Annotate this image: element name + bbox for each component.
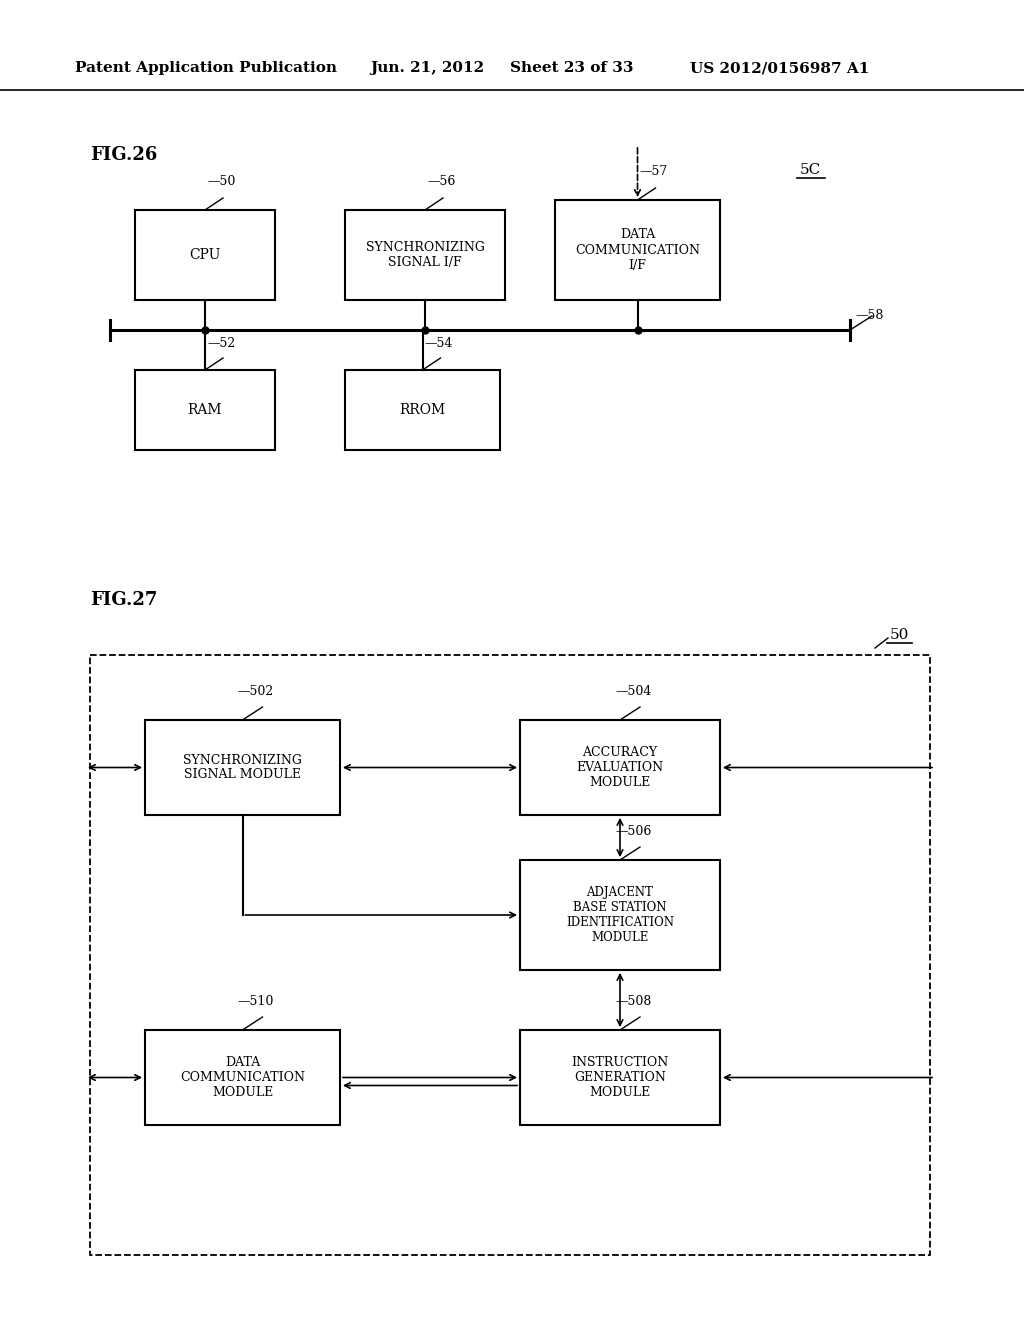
Text: —52: —52	[207, 337, 236, 350]
Text: —56: —56	[427, 176, 456, 187]
Text: —504: —504	[615, 685, 651, 698]
Text: FIG.27: FIG.27	[90, 591, 158, 609]
Text: SYNCHRONIZING
SIGNAL I/F: SYNCHRONIZING SIGNAL I/F	[366, 242, 484, 269]
Text: 5C: 5C	[800, 162, 821, 177]
Text: —50: —50	[207, 176, 236, 187]
Text: DATA
COMMUNICATION
MODULE: DATA COMMUNICATION MODULE	[180, 1056, 305, 1100]
Bar	[555, 201, 720, 300]
Bar	[145, 1030, 340, 1125]
Text: —58: —58	[855, 309, 884, 322]
Text: CPU: CPU	[189, 248, 221, 261]
Bar	[145, 719, 340, 814]
Text: Sheet 23 of 33: Sheet 23 of 33	[510, 61, 634, 75]
Text: Patent Application Publication: Patent Application Publication	[75, 61, 337, 75]
Text: RAM: RAM	[187, 403, 222, 417]
Text: SYNCHRONIZING
SIGNAL MODULE: SYNCHRONIZING SIGNAL MODULE	[183, 754, 302, 781]
Text: Jun. 21, 2012: Jun. 21, 2012	[370, 61, 484, 75]
Text: —57: —57	[640, 165, 668, 178]
Text: ADJACENT
BASE STATION
IDENTIFICATION
MODULE: ADJACENT BASE STATION IDENTIFICATION MOD…	[566, 886, 674, 944]
Bar	[135, 210, 275, 300]
Text: DATA
COMMUNICATION
I/F: DATA COMMUNICATION I/F	[575, 228, 700, 272]
Text: —502: —502	[238, 685, 273, 698]
Bar	[345, 210, 505, 300]
Bar	[520, 1030, 720, 1125]
Text: ACCURACY
EVALUATION
MODULE: ACCURACY EVALUATION MODULE	[577, 746, 664, 789]
Text: US 2012/0156987 A1: US 2012/0156987 A1	[690, 61, 869, 75]
Text: RROM: RROM	[399, 403, 445, 417]
Bar	[345, 370, 500, 450]
Bar	[520, 719, 720, 814]
Bar	[135, 370, 275, 450]
Bar	[90, 655, 930, 1255]
Text: INSTRUCTION
GENERATION
MODULE: INSTRUCTION GENERATION MODULE	[571, 1056, 669, 1100]
Text: FIG.26: FIG.26	[90, 147, 158, 164]
Text: 50: 50	[890, 628, 909, 642]
Text: —506: —506	[615, 825, 651, 838]
Text: —54: —54	[425, 337, 453, 350]
Text: —510: —510	[238, 995, 273, 1008]
Bar	[520, 861, 720, 970]
Text: —508: —508	[615, 995, 651, 1008]
